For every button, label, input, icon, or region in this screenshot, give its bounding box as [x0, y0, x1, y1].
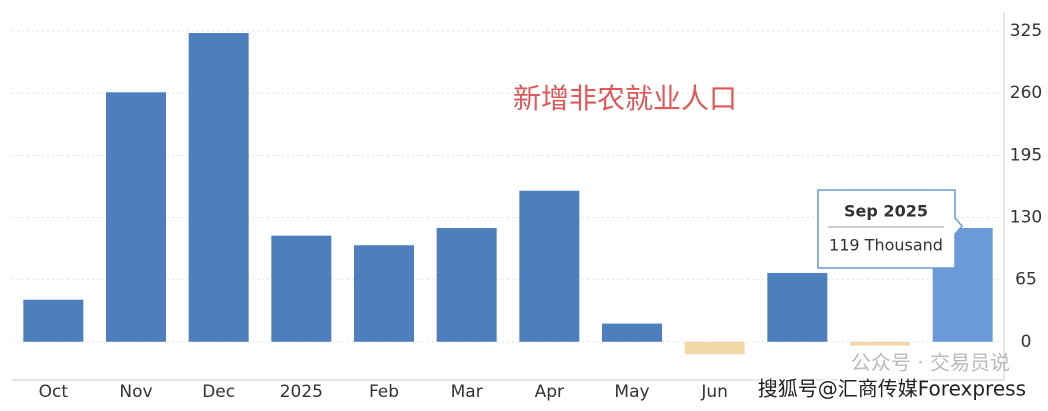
bar [436, 228, 497, 342]
bar [354, 245, 414, 342]
tooltip: Sep 2025 119 Thousand [817, 189, 963, 269]
x-tick-label: Apr [535, 382, 564, 402]
bar [188, 33, 249, 342]
bar [271, 235, 332, 342]
bar [684, 341, 745, 355]
bar [519, 190, 580, 342]
x-tick-label: 2025 [280, 382, 323, 402]
x-tick-label: May [614, 382, 649, 402]
x-tick-label: Feb [369, 382, 399, 402]
x-tick-label: Dec [202, 382, 235, 402]
bar [602, 323, 662, 342]
annotation: 新增非农就业人口 [513, 82, 737, 115]
y-tick-label: 130 [1010, 208, 1042, 228]
x-tick-label: Mar [451, 382, 483, 402]
x-tick-label: Oct [39, 382, 69, 402]
x-tick-label: Jun [700, 382, 728, 402]
y-tick-label: 260 [1010, 83, 1042, 103]
watermark: 公众号 · 交易员说 [851, 351, 1010, 375]
bar [106, 92, 166, 342]
bar [850, 341, 910, 346]
x-tick-label: Nov [119, 382, 152, 402]
tooltip-text: 119 Thousand [829, 236, 943, 255]
bar [23, 299, 84, 342]
bar [767, 272, 828, 342]
y-tick-label: 0 [1021, 332, 1032, 352]
tooltip-box [817, 189, 963, 269]
y-tick-label: 325 [1010, 21, 1042, 41]
y-tick-label: 65 [1015, 270, 1037, 290]
watermark: 搜狐号@汇商传媒Forexpress [758, 377, 1026, 401]
y-tick-label: 195 [1010, 145, 1042, 165]
tooltip-title: Sep 2025 [844, 202, 928, 221]
